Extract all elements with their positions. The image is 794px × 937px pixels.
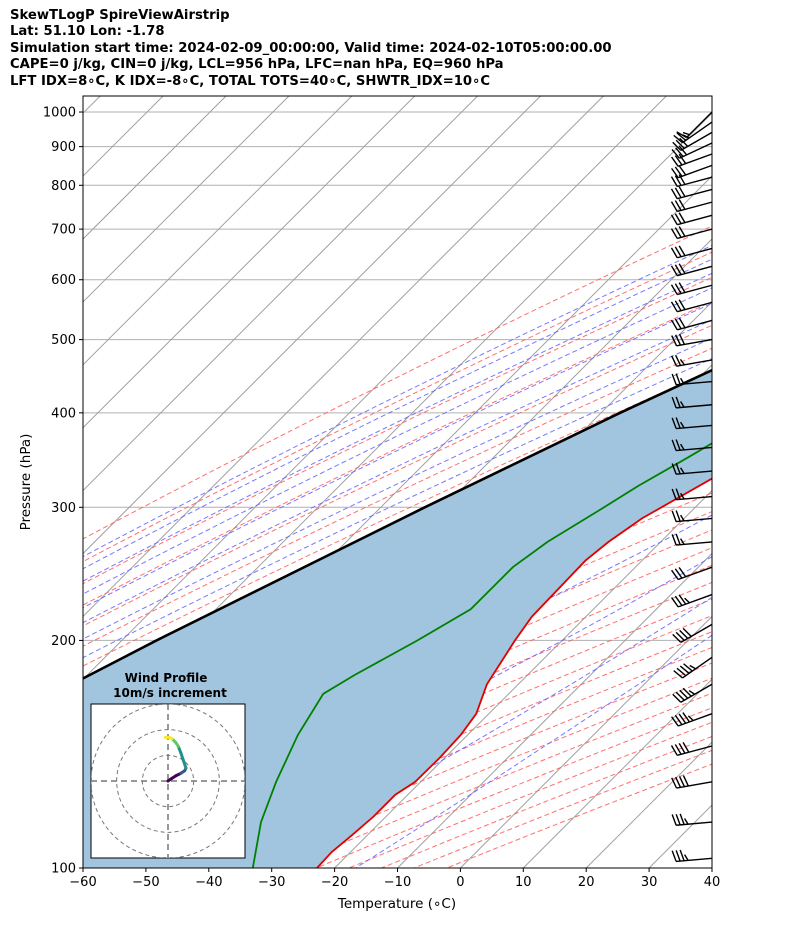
wind-barb [671, 333, 713, 347]
wind-barb [670, 282, 713, 296]
x-tick-label: −10 [384, 875, 411, 890]
wind-barb [673, 656, 713, 679]
indices-line-1: CAPE=0 j/kg, CIN=0 j/kg, LCL=956 hPa, LF… [10, 57, 504, 73]
y-tick-label: 500 [51, 333, 76, 348]
wind-barb [670, 199, 713, 213]
y-tick-label: 100 [51, 862, 76, 877]
wind-barb [671, 488, 713, 501]
wind-barb [670, 186, 713, 200]
dewpoint-line [251, 442, 712, 868]
isotherm [83, 96, 353, 366]
moist-adiabat [83, 287, 712, 595]
wind-barb [670, 299, 713, 313]
y-tick-label: 800 [51, 179, 76, 194]
dry-adiabat [83, 301, 712, 606]
wind-barb [670, 212, 713, 226]
isotherm [83, 96, 227, 240]
wind-barb [671, 849, 713, 863]
x-tick-label: −50 [132, 875, 159, 890]
wind-barb [671, 439, 713, 452]
dry-adiabat [83, 347, 712, 647]
wind-barb [671, 142, 713, 159]
isotherm [522, 678, 712, 868]
wind-barb [672, 131, 713, 151]
wind-barb [671, 813, 713, 826]
wind-barb [671, 354, 713, 367]
wind-barb [671, 566, 713, 581]
wind-barb [673, 121, 713, 144]
wind-barb [672, 683, 713, 703]
wind-barb [671, 775, 713, 789]
wind-barb [671, 462, 713, 475]
x-tick-label: −20 [321, 875, 348, 890]
isotherm [83, 96, 541, 555]
y-tick-label: 700 [51, 223, 76, 238]
wind-barb [670, 742, 713, 757]
dry-adiabat [83, 547, 712, 825]
x-tick-label: 40 [704, 875, 721, 890]
wind-barb [671, 153, 713, 167]
wind-barb [671, 373, 713, 386]
x-axis-label: Temperature (∘C) [337, 896, 456, 912]
isotherm [83, 96, 290, 303]
x-tick-label: 10 [515, 875, 532, 890]
x-tick-label: −30 [258, 875, 285, 890]
temperature-line [316, 477, 712, 868]
indices-line-2: LFT IDX=8∘C, K IDX=-8∘C, TOTAL TOTS=40∘C… [10, 73, 491, 89]
wind-barb [670, 174, 713, 188]
y-axis-label: Pressure (hPa) [18, 434, 34, 531]
dry-adiabat [83, 370, 712, 667]
moist-adiabat [83, 319, 712, 624]
isotherm [83, 96, 604, 618]
y-tick-label: 200 [51, 634, 76, 649]
location-line: Lat: 51.10 Lon: -1.78 [10, 24, 165, 40]
moist-adiabat [83, 272, 712, 582]
isotherm [711, 867, 712, 868]
wind-barb [671, 396, 713, 409]
isotherm [83, 96, 478, 492]
wind-barb [671, 164, 713, 179]
isotherm [775, 96, 794, 868]
wind-barb [671, 712, 713, 727]
wind-barb [671, 533, 713, 546]
wind-barb [670, 263, 713, 277]
x-tick-label: −60 [69, 875, 96, 890]
dry-adiabat [83, 251, 712, 563]
wind-barb [671, 510, 713, 523]
wind-barb [670, 317, 713, 331]
y-tick-label: 400 [51, 406, 76, 421]
isotherm [83, 96, 416, 429]
wind-barb [670, 245, 713, 259]
parcel-profile-line [83, 368, 712, 680]
wind-barb [672, 623, 713, 644]
y-tick-label: 300 [51, 501, 76, 516]
isotherm [397, 552, 712, 868]
moist-adiabat [83, 258, 712, 570]
isotherm [334, 489, 712, 868]
y-tick-label: 1000 [43, 106, 76, 121]
x-tick-label: −40 [195, 875, 222, 890]
moist-adiabat [83, 514, 712, 821]
x-tick-label: 30 [641, 875, 658, 890]
hodograph: Wind Profile 10m/s increment [90, 671, 246, 859]
y-tick-label: 600 [51, 273, 76, 288]
x-tick-label: 20 [578, 875, 595, 890]
isotherm [83, 96, 667, 681]
x-tick-label: 0 [456, 875, 464, 890]
chart-header: SkewTLogP SpireViewAirstrip Lat: 51.10 L… [10, 8, 612, 90]
wind-barb [671, 593, 713, 608]
hodograph-subtitle: 10m/s increment [113, 686, 227, 700]
isotherm [460, 615, 712, 868]
dry-adiabat [83, 225, 712, 540]
time-line: Simulation start time: 2024-02-09_00:00:… [10, 40, 612, 56]
dry-adiabat [83, 529, 712, 809]
wind-barb [671, 417, 713, 430]
chart-title: SkewTLogP SpireViewAirstrip [10, 8, 230, 23]
wind-barb [670, 226, 713, 240]
hodograph-title: Wind Profile [125, 671, 208, 685]
y-tick-label: 900 [51, 140, 76, 155]
moist-adiabat [83, 302, 712, 609]
